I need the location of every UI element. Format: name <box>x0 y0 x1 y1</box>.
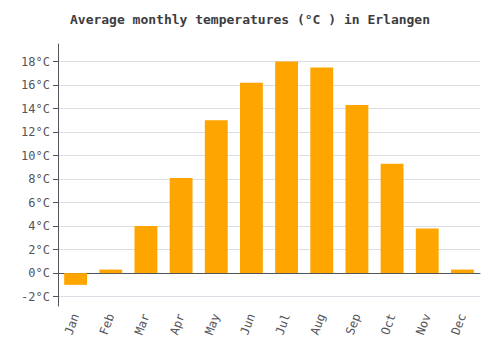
svg-text:6°C: 6°C <box>28 196 50 210</box>
svg-text:Feb: Feb <box>97 312 118 337</box>
svg-text:Dec: Dec <box>448 312 469 337</box>
svg-text:4°C: 4°C <box>28 219 50 233</box>
svg-text:Nov: Nov <box>413 312 434 337</box>
svg-text:Jan: Jan <box>62 312 83 337</box>
svg-text:May: May <box>202 312 223 337</box>
svg-text:Apr: Apr <box>167 312 188 337</box>
svg-text:18°C: 18°C <box>21 55 50 69</box>
svg-text:Aug: Aug <box>308 312 329 337</box>
svg-text:Mar: Mar <box>132 312 153 337</box>
svg-text:10°C: 10°C <box>21 149 50 163</box>
svg-text:Oct: Oct <box>378 312 399 337</box>
svg-text:Jun: Jun <box>237 312 258 337</box>
svg-text:16°C: 16°C <box>21 78 50 92</box>
svg-text:-2°C: -2°C <box>21 290 50 304</box>
svg-text:Jul: Jul <box>273 312 294 337</box>
svg-text:2°C: 2°C <box>28 243 50 257</box>
svg-text:14°C: 14°C <box>21 102 50 116</box>
svg-text:0°C: 0°C <box>28 266 50 280</box>
svg-text:12°C: 12°C <box>21 125 50 139</box>
svg-text:Sep: Sep <box>343 312 364 337</box>
svg-text:8°C: 8°C <box>28 172 50 186</box>
svg-text:Average monthly temperatures (: Average monthly temperatures (°C ) in Er… <box>70 12 430 27</box>
